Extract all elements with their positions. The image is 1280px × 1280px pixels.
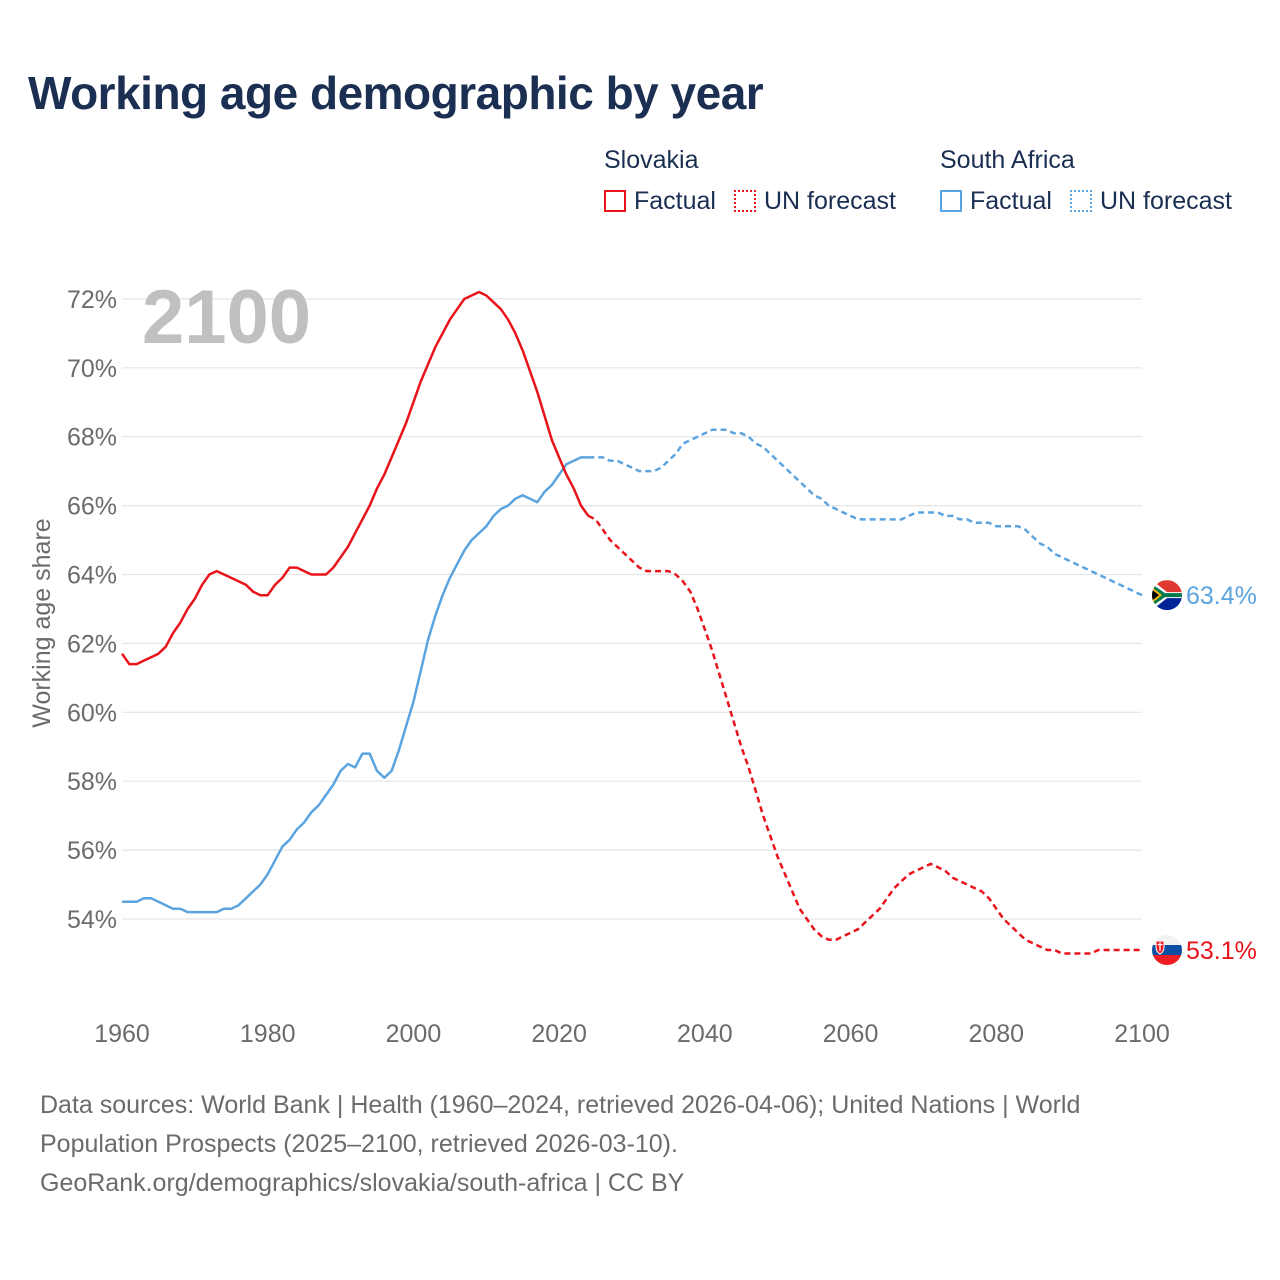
series-end-label-slovakia: 53.1%: [1186, 937, 1257, 965]
legend-swatch-solid: [940, 190, 962, 212]
grid-lines: [122, 298, 1142, 920]
chart-title: Working age demographic by year: [28, 67, 764, 119]
legend-item-south-africa-factual[interactable]: Factual: [940, 186, 1052, 216]
legend-item-south-africa-forecast[interactable]: UN forecast: [1069, 186, 1232, 216]
x-tick-label: 2040: [677, 1020, 733, 1048]
y-tick-label: 56%: [67, 837, 117, 865]
y-tick-label: 64%: [67, 562, 117, 590]
series-line-slovakia-factual[interactable]: [120, 290, 590, 666]
legend-swatch-solid: [604, 190, 626, 212]
x-tick-labels: 1960 1980 2000 2020 2040 2060 2080 2100: [94, 1020, 1170, 1048]
y-tick-label: 72%: [67, 286, 117, 314]
y-tick-label: 66%: [67, 493, 117, 521]
x-tick-label: 2020: [531, 1020, 587, 1048]
y-tick-label: 68%: [67, 424, 117, 452]
legend-group-south-africa: South Africa Factual UN forecast: [940, 144, 1250, 216]
y-tick-labels: 54% 56% 58% 60% 62% 64% 66% 68% 70% 72%: [67, 286, 117, 934]
footer-sources: Data sources: World Bank | Health (1960–…: [40, 1086, 1220, 1203]
legend-swatch-dotted: [1069, 190, 1092, 212]
y-tick-label: 62%: [67, 630, 117, 658]
legend-group-slovakia: Slovakia Factual UN forecast: [604, 144, 914, 216]
x-tick-label: 1980: [240, 1020, 296, 1048]
x-tick-label: 2000: [386, 1020, 442, 1048]
legend-label: Factual: [970, 187, 1052, 215]
y-tick-label: 70%: [67, 355, 117, 383]
footer-line: Data sources: World Bank | Health (1960–…: [40, 1091, 1081, 1119]
south-africa-flag-icon: [1152, 580, 1182, 611]
x-tick-label: 2080: [968, 1020, 1024, 1048]
footer-line: Population Prospects (2025–2100, retriev…: [40, 1130, 678, 1158]
series-lines: [120, 290, 1143, 955]
year-watermark: 2100: [142, 275, 311, 360]
series-line-south-africa-forecast[interactable]: [588, 428, 1143, 597]
footer-line: GeoRank.org/demographics/slovakia/south-…: [40, 1169, 685, 1197]
series-line-south-africa-factual[interactable]: [122, 456, 589, 914]
legend-label: Factual: [634, 187, 716, 215]
legend-item-slovakia-factual[interactable]: Factual: [604, 186, 716, 216]
y-tick-label: 60%: [67, 699, 117, 727]
series-end-label-south-africa: 63.4%: [1186, 582, 1257, 610]
legend-label: UN forecast: [1099, 187, 1232, 215]
y-axis-label: Working age share: [28, 518, 56, 727]
legend-item-slovakia-forecast[interactable]: UN forecast: [733, 186, 896, 216]
x-tick-label: 2060: [823, 1020, 879, 1048]
slovakia-flag-icon: [1152, 935, 1182, 966]
x-tick-label: 2100: [1114, 1020, 1170, 1048]
series-end-markers: 53.1% 63.4%: [1152, 580, 1257, 966]
x-tick-label: 1960: [94, 1020, 150, 1048]
y-tick-label: 58%: [67, 768, 117, 796]
y-tick-label: 54%: [67, 906, 117, 934]
legend-group-title: South Africa: [940, 146, 1075, 174]
series-line-slovakia-forecast[interactable]: [587, 514, 1142, 955]
legend-swatch-dotted: [733, 190, 756, 212]
legend-label: UN forecast: [763, 187, 896, 215]
legend-group-title: Slovakia: [604, 146, 699, 174]
